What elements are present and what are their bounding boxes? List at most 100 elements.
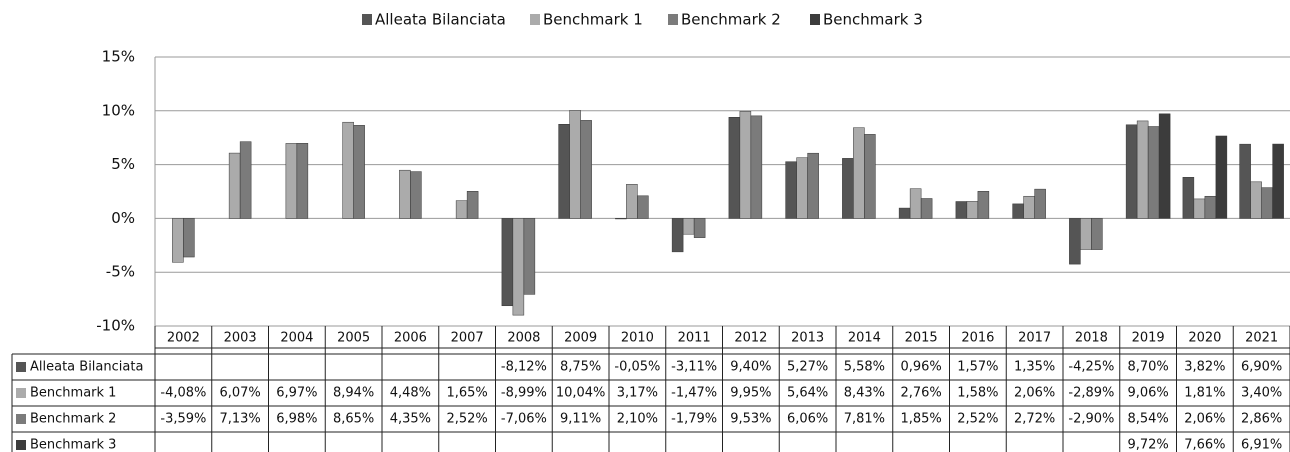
table-row-label: Benchmark 2 (30, 412, 116, 427)
table-cell: 2,86% (1241, 412, 1282, 427)
table-cell: 8,94% (333, 386, 374, 401)
table-cell: 6,97% (276, 386, 317, 401)
legend-swatch (530, 14, 540, 25)
y-tick-label: -10% (96, 317, 135, 335)
bar (1204, 195, 1217, 219)
table-cell: 5,58% (844, 360, 885, 375)
table-cell: 2,52% (957, 412, 998, 427)
x-tick-label: 2014 (848, 331, 881, 346)
bar (342, 121, 354, 219)
table-cell: 4,48% (390, 386, 431, 401)
table-cell: 3,40% (1241, 386, 1282, 401)
table-cell: 8,54% (1127, 412, 1168, 427)
table-cell: -1,79% (671, 412, 717, 427)
table-cell: 1,81% (1184, 386, 1225, 401)
bar (1069, 218, 1081, 265)
table-cell: 9,95% (730, 386, 771, 401)
bar (1182, 177, 1195, 219)
table-cell: 5,64% (787, 386, 828, 401)
bar (239, 141, 252, 219)
table-cell: 9,11% (560, 412, 601, 427)
bar (637, 195, 649, 219)
x-tick-label: 2017 (1018, 331, 1051, 346)
bar (615, 218, 627, 220)
bar (172, 218, 184, 263)
table-cell: -1,47% (671, 386, 717, 401)
legend-label: Benchmark 2 (681, 11, 781, 29)
x-tick-label: 2003 (224, 331, 257, 346)
table-cell: 1,57% (957, 360, 998, 375)
table-cell: -3,59% (160, 412, 206, 427)
table-cell: 6,91% (1241, 438, 1282, 452)
y-tick-label: 15% (102, 48, 135, 66)
table-swatch (16, 414, 26, 424)
y-tick-label: -5% (106, 263, 135, 281)
x-tick-label: 2021 (1245, 331, 1278, 346)
table-swatch (16, 388, 26, 398)
bar (796, 157, 808, 219)
bar (864, 134, 876, 219)
bar (1136, 120, 1149, 219)
bar (466, 191, 479, 219)
table-cell: 2,72% (1014, 412, 1055, 427)
table-cell: 6,07% (219, 386, 260, 401)
table-cell: 2,52% (446, 412, 487, 427)
bar (1147, 126, 1160, 219)
bar (842, 158, 854, 219)
bar (693, 218, 706, 238)
bar (512, 218, 525, 316)
table-cell: 7,13% (219, 412, 260, 427)
x-tick-label: 2018 (1075, 331, 1108, 346)
x-tick-label: 2009 (564, 331, 597, 346)
x-tick-label: 2016 (961, 331, 994, 346)
bar (410, 171, 422, 219)
legend-label: Benchmark 1 (543, 11, 643, 29)
table-cell: 9,53% (730, 412, 771, 427)
bar (1023, 195, 1035, 219)
x-tick-label: 2002 (167, 331, 200, 346)
table-swatch (16, 440, 26, 450)
bar (671, 218, 684, 253)
table-cell: 7,81% (844, 412, 885, 427)
x-tick-label: 2008 (507, 331, 540, 346)
legend-swatch (810, 14, 820, 25)
bar (1250, 181, 1262, 219)
bar (898, 207, 911, 219)
table-cell: 9,06% (1127, 386, 1168, 401)
bar (1215, 135, 1228, 219)
table-cell: 8,70% (1127, 360, 1168, 375)
table-cell: -2,90% (1068, 412, 1114, 427)
bar (1239, 143, 1251, 219)
y-tick-label: 0% (111, 209, 135, 227)
bar (1091, 218, 1103, 250)
bar (955, 201, 968, 219)
table-swatch (16, 362, 26, 372)
table-cell: 1,58% (957, 386, 998, 401)
table-cell: -8,12% (501, 360, 547, 375)
bar (1012, 203, 1024, 219)
table-row-label: Alleata Bilanciata (30, 360, 143, 375)
table-cell: 9,40% (730, 360, 771, 375)
x-tick-label: 2011 (678, 331, 711, 346)
bar (569, 110, 581, 219)
table-cell: 1,35% (1014, 360, 1055, 375)
bar (399, 169, 411, 219)
table-cell: 6,06% (787, 412, 828, 427)
table-cell: 5,27% (787, 360, 828, 375)
x-tick-label: 2012 (734, 331, 767, 346)
legend-swatch (668, 14, 678, 25)
bar (750, 115, 763, 219)
bar (183, 218, 195, 258)
x-tick-label: 2005 (337, 331, 370, 346)
table-cell: 10,04% (556, 386, 606, 401)
table-cell: 7,66% (1184, 438, 1225, 452)
table-cell: 2,76% (900, 386, 941, 401)
x-tick-label: 2007 (451, 331, 484, 346)
table-row-label: Benchmark 1 (30, 386, 116, 401)
bar (920, 198, 933, 219)
table-cell: 1,85% (900, 412, 941, 427)
bar (285, 143, 298, 219)
table-cell: -0,05% (614, 360, 660, 375)
bar (580, 120, 592, 219)
